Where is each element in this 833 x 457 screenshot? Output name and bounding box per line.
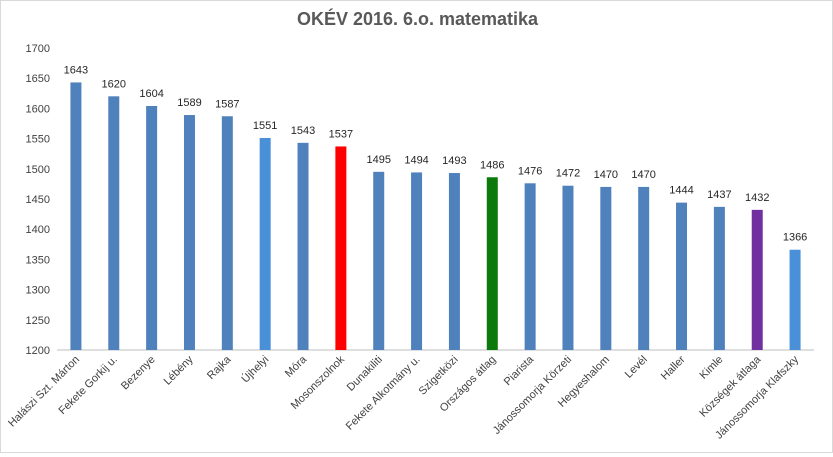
- bar: [676, 202, 688, 350]
- bar: [221, 116, 233, 350]
- bar: [448, 173, 460, 350]
- bar-value-label: 1366: [783, 232, 807, 244]
- bar-value-label: 1494: [404, 154, 428, 166]
- bar: [751, 209, 763, 350]
- bar-value-label: 1493: [442, 155, 466, 167]
- x-tick-label: Kimle: [698, 354, 726, 382]
- bar: [524, 183, 536, 350]
- bar: [373, 171, 385, 350]
- bar-value-label: 1470: [631, 169, 655, 181]
- bar-value-label: 1587: [215, 98, 239, 110]
- bar-value-label: 1495: [366, 154, 390, 166]
- y-tick-label: 1250: [26, 315, 50, 327]
- bar: [638, 186, 650, 350]
- x-tick-label: Halászi Szt. Márton: [6, 354, 82, 430]
- bar: [411, 172, 423, 350]
- y-tick-label: 1700: [26, 43, 50, 55]
- bar-value-label: 1643: [64, 64, 88, 76]
- bar: [259, 137, 271, 350]
- bar: [335, 146, 347, 350]
- y-tick-label: 1600: [26, 103, 50, 115]
- bar: [146, 105, 158, 350]
- bar-value-label: 1437: [707, 189, 731, 201]
- bar-value-label: 1444: [669, 185, 693, 197]
- chart-title: OKÉV 2016. 6.o. matematika: [296, 9, 539, 29]
- x-tick-label: Rajka: [205, 353, 234, 382]
- bar-value-label: 1543: [291, 125, 315, 137]
- bar-value-label: 1604: [139, 88, 163, 100]
- y-tick-label: 1200: [26, 345, 50, 357]
- bar: [789, 249, 801, 350]
- y-tick-label: 1400: [26, 224, 50, 236]
- x-tick-label: Újhelyi: [239, 353, 272, 386]
- bar: [600, 186, 612, 350]
- x-tick-label: Móra: [283, 353, 310, 380]
- x-tick-label: Bezenye: [119, 354, 158, 393]
- y-tick-label: 1550: [26, 134, 50, 146]
- bar: [183, 115, 195, 350]
- y-tick-label: 1350: [26, 254, 50, 266]
- y-tick-label: 1300: [26, 285, 50, 297]
- y-tick-label: 1450: [26, 194, 50, 206]
- bar-value-label: 1470: [594, 169, 618, 181]
- x-tick-label: Levél: [623, 354, 650, 381]
- bar-value-label: 1551: [253, 120, 277, 132]
- bar: [297, 142, 309, 350]
- bar: [713, 206, 725, 350]
- bar-value-label: 1476: [518, 165, 542, 177]
- bar-value-label: 1620: [102, 78, 126, 90]
- bar: [108, 96, 120, 350]
- x-tick-label: Piarista: [502, 353, 537, 388]
- bar-value-label: 1486: [480, 159, 504, 171]
- x-tick-label: Fekete Alkotmány u.: [344, 354, 423, 433]
- data-labels: 1643 1620 1604 1589 1587 1551 1543 1537 1495 1494…: [64, 64, 808, 243]
- bar: [486, 177, 498, 350]
- y-tick-label: 1500: [26, 164, 50, 176]
- y-tick-label: 1650: [26, 73, 50, 85]
- y-axis: 1200 1250 1300 1350 1400 1450 1500 1550 1600 1650…: [26, 43, 50, 357]
- x-tick-label: Haller: [659, 353, 688, 382]
- bar-value-label: 1472: [556, 168, 580, 180]
- bar-value-label: 1537: [329, 128, 353, 140]
- bar-value-label: 1432: [745, 192, 769, 204]
- bar-series: [70, 82, 801, 350]
- x-tick-label: Lébény: [162, 353, 196, 387]
- bar-value-label: 1589: [177, 97, 201, 109]
- bar: [562, 185, 574, 350]
- bar: [70, 82, 82, 350]
